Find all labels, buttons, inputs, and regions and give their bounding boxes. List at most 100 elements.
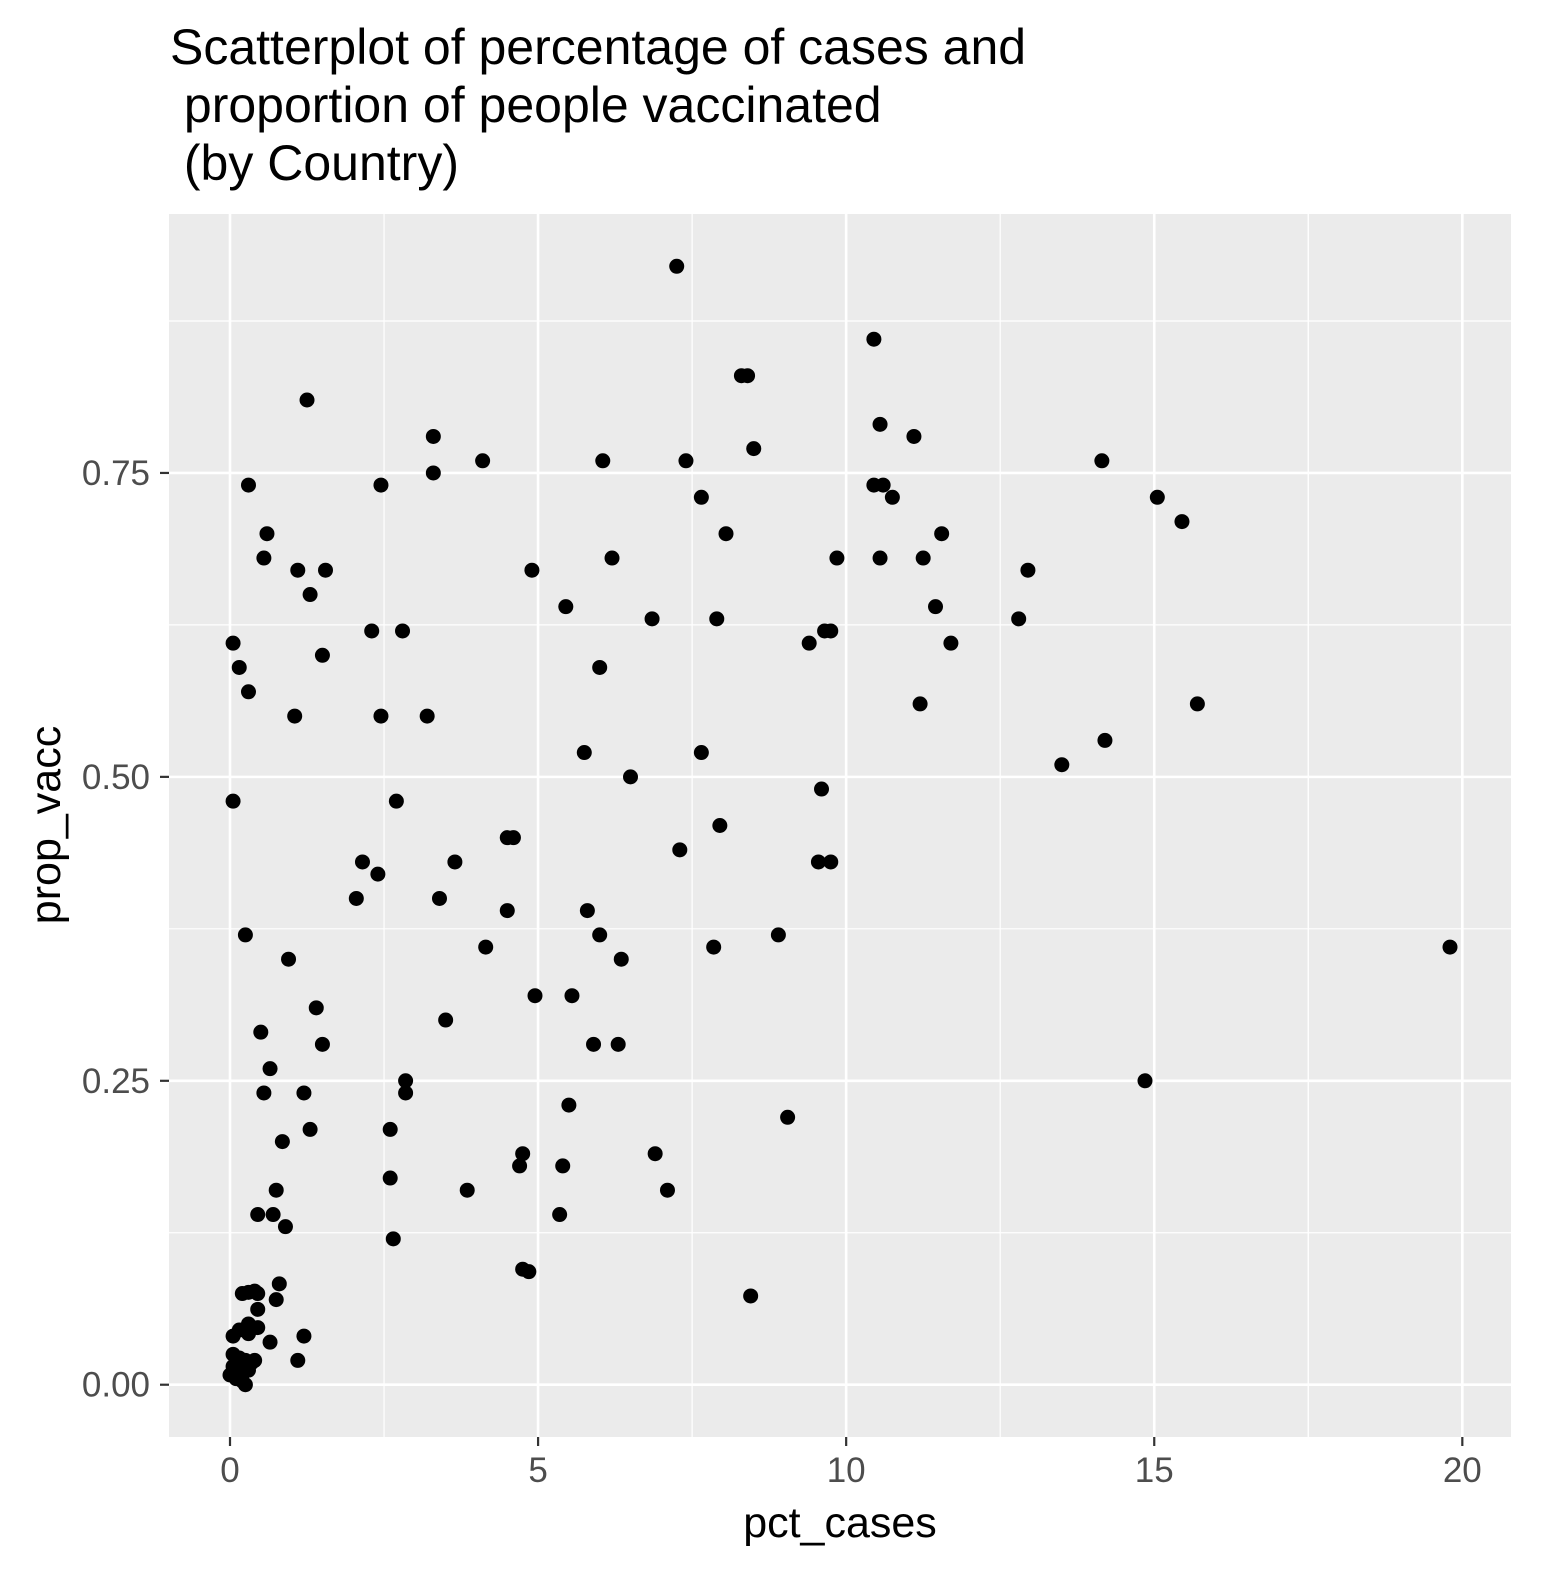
data-point [780, 1109, 796, 1125]
data-point [225, 1365, 241, 1381]
data-point [290, 562, 306, 578]
data-point [1442, 939, 1458, 955]
data-point [1149, 489, 1165, 505]
data-point [872, 550, 888, 566]
data-points [222, 258, 1458, 1393]
data-point [672, 842, 688, 858]
data-point [1011, 611, 1027, 627]
data-point [447, 854, 463, 870]
data-point [281, 951, 297, 967]
data-point [561, 1097, 577, 1113]
y-axis-title: prop_vacc [22, 726, 70, 924]
data-point [564, 988, 580, 1004]
data-point [302, 1121, 318, 1137]
data-point [431, 890, 447, 906]
data-point [268, 1182, 284, 1198]
x-axis-ticks: 0 5 10 15 20 [220, 1437, 1482, 1490]
data-point [382, 1170, 398, 1186]
data-point [579, 903, 595, 919]
data-point [623, 769, 639, 785]
data-point [610, 1036, 626, 1052]
data-point [231, 659, 247, 675]
data-point [524, 562, 540, 578]
data-point [555, 1158, 571, 1174]
y-tick-label: 0.00 [82, 1366, 150, 1405]
data-point [314, 647, 330, 663]
y-tick-label: 0.75 [82, 454, 150, 493]
data-point [576, 745, 592, 761]
data-point [552, 1207, 568, 1223]
data-point [225, 793, 241, 809]
grid-lines [169, 214, 1511, 1437]
data-point [225, 1328, 241, 1344]
data-point [250, 1301, 266, 1317]
data-point [521, 1264, 537, 1280]
data-point [678, 453, 694, 469]
data-point [237, 1377, 253, 1393]
data-point [1054, 757, 1070, 773]
data-point [296, 1328, 312, 1344]
data-point [398, 1073, 414, 1089]
data-point [277, 1219, 293, 1235]
data-point [644, 611, 660, 627]
x-tick-label: 10 [827, 1451, 866, 1490]
chart-title-line-2: proportion of people vaccinated [170, 77, 882, 133]
data-point [268, 1292, 284, 1308]
data-point [558, 599, 574, 615]
data-point [872, 416, 888, 432]
data-point [318, 562, 334, 578]
data-point [866, 331, 882, 347]
data-point [348, 890, 364, 906]
data-point [943, 635, 959, 651]
data-point [388, 793, 404, 809]
data-point [256, 1085, 272, 1101]
x-axis-title: pct_cases [743, 1499, 937, 1547]
data-point [592, 927, 608, 943]
data-point [746, 441, 762, 457]
data-point [1137, 1073, 1153, 1089]
y-tick-label: 0.25 [82, 1062, 150, 1101]
data-point [912, 696, 928, 712]
data-point [240, 684, 256, 700]
data-point [425, 465, 441, 481]
chart-title-line-1: Scatterplot of percentage of cases and [170, 19, 1026, 75]
data-point [373, 477, 389, 493]
data-point [262, 1334, 278, 1350]
data-point [237, 927, 253, 943]
data-point [395, 623, 411, 639]
data-point [669, 258, 685, 274]
data-point [274, 1134, 290, 1150]
data-point [659, 1182, 675, 1198]
data-point [604, 550, 620, 566]
data-point [1094, 453, 1110, 469]
data-point [438, 1012, 454, 1028]
data-point [287, 708, 303, 724]
data-point [240, 477, 256, 493]
data-point [515, 1146, 531, 1162]
data-point [814, 781, 830, 797]
plot-panel [169, 214, 1511, 1437]
data-point [225, 635, 241, 651]
data-point [240, 1326, 256, 1342]
data-point [613, 951, 629, 967]
data-point [693, 489, 709, 505]
x-tick-label: 5 [528, 1451, 547, 1490]
data-point [527, 988, 543, 1004]
data-point [693, 745, 709, 761]
data-point [884, 489, 900, 505]
data-point [1174, 514, 1190, 530]
data-point [271, 1276, 287, 1292]
data-point [1097, 732, 1113, 748]
data-point [302, 587, 318, 603]
data-point [709, 611, 725, 627]
data-point [370, 866, 386, 882]
data-point [247, 1283, 263, 1299]
data-point [253, 1024, 269, 1040]
data-point [364, 623, 380, 639]
y-axis-ticks: 0.00 0.25 0.50 0.75 [82, 454, 169, 1405]
data-point [385, 1231, 401, 1247]
data-point [706, 939, 722, 955]
data-point [801, 635, 817, 651]
data-point [928, 599, 944, 615]
